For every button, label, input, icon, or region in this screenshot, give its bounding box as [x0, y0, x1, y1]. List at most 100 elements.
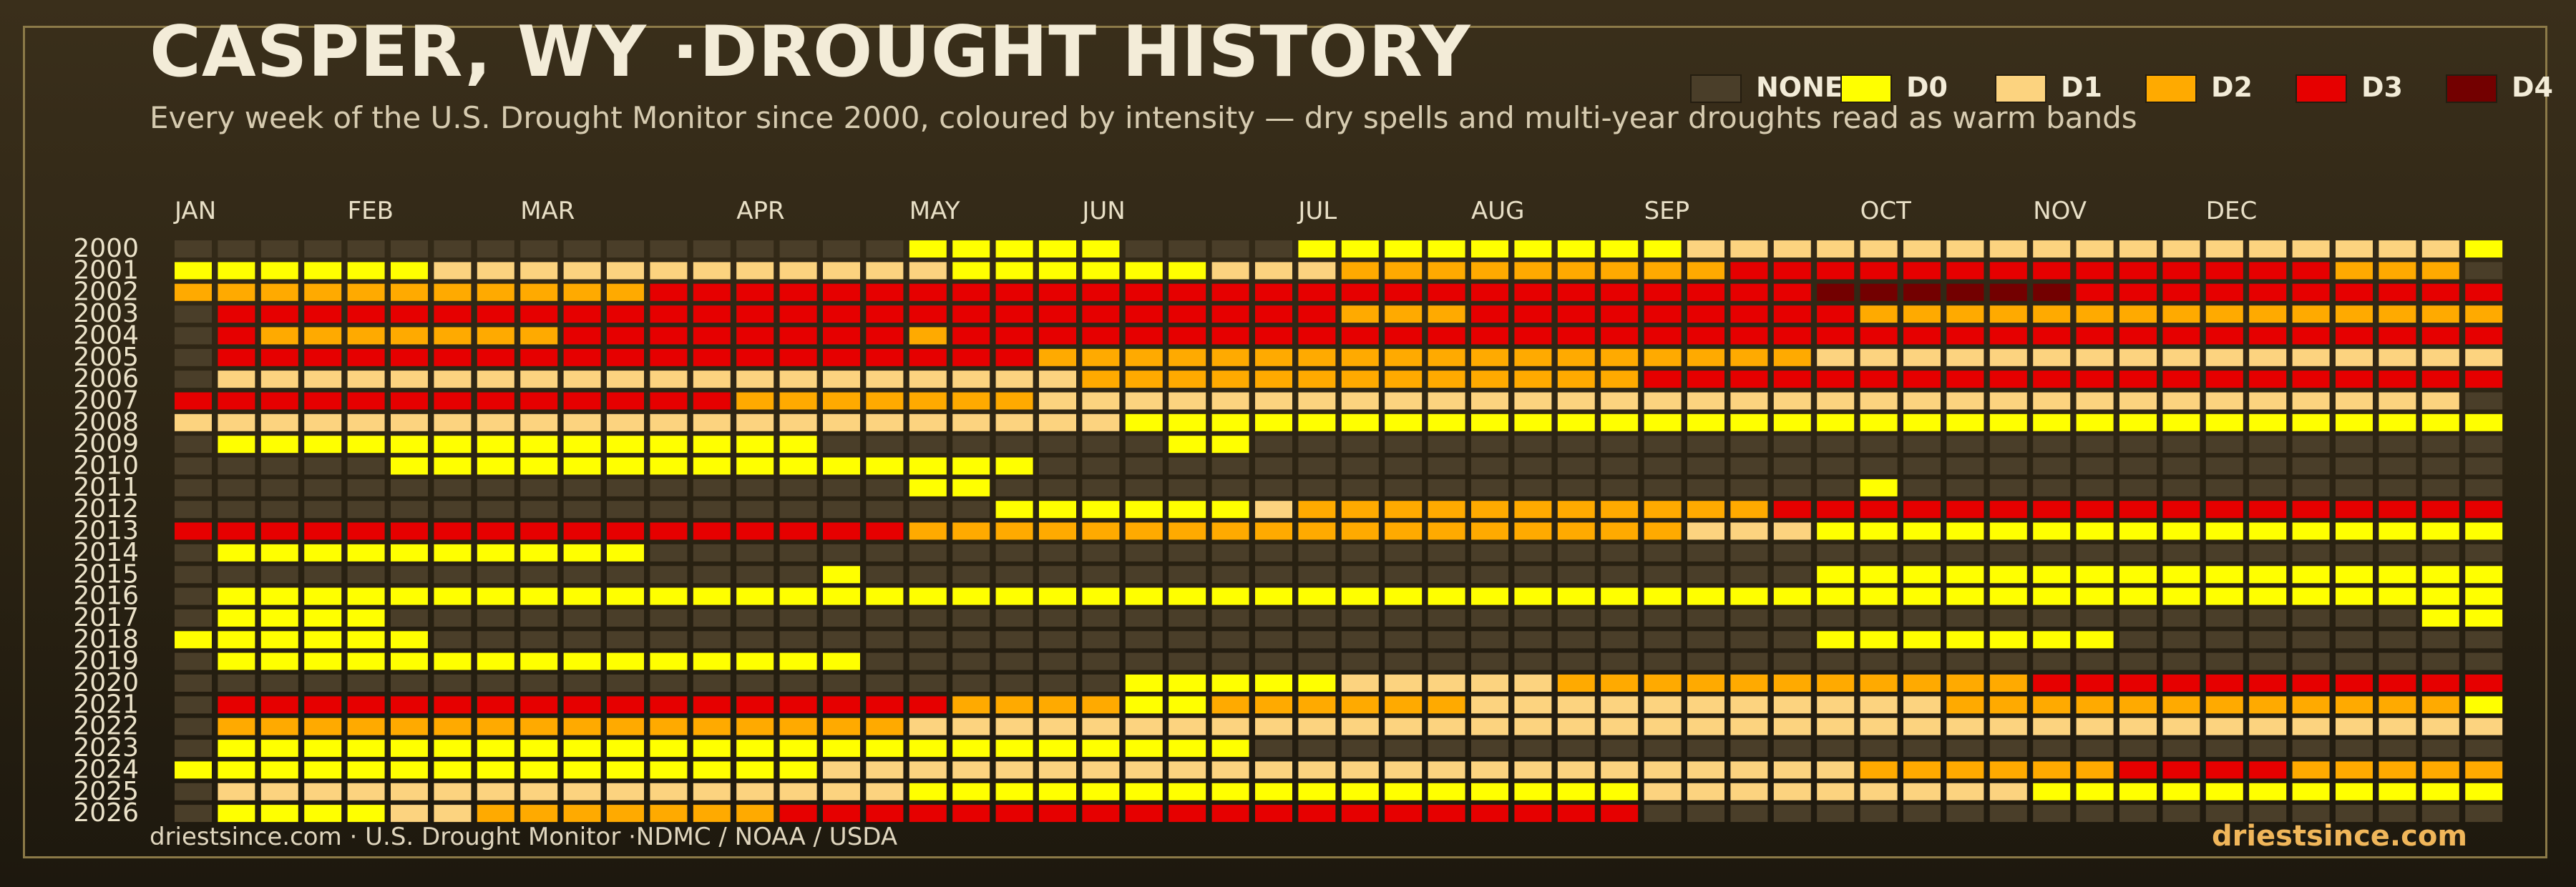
- week-cell: [779, 675, 817, 692]
- week-cell: [650, 631, 688, 649]
- week-cell: [693, 262, 731, 280]
- week-cell: [520, 262, 558, 280]
- legend-label: NONE: [1756, 72, 1843, 103]
- week-cell: [347, 240, 385, 258]
- week-cell: [866, 522, 904, 540]
- week-cell: [1687, 717, 1724, 735]
- week-cell: [1903, 587, 1941, 605]
- week-cell: [1169, 327, 1206, 345]
- week-cell: [866, 675, 904, 692]
- week-cell: [1817, 717, 1855, 735]
- week-cell: [2033, 805, 2071, 823]
- week-cell: [1946, 609, 1984, 627]
- week-cell: [563, 327, 601, 345]
- week-cell: [1082, 348, 1120, 366]
- month-label: JUL: [1297, 197, 1337, 225]
- week-cell: [1211, 544, 1249, 562]
- week-cell: [1255, 240, 1292, 258]
- brand-link[interactable]: driestsince.com: [2211, 820, 2467, 853]
- week-cell: [693, 675, 731, 692]
- week-cell: [520, 327, 558, 345]
- week-cell: [2033, 609, 2071, 627]
- week-cell: [1860, 371, 1898, 388]
- week-cell: [693, 371, 731, 388]
- week-cell: [520, 544, 558, 562]
- week-cell: [1211, 522, 1249, 540]
- week-cell: [2033, 522, 2071, 540]
- week-cell: [563, 675, 601, 692]
- week-cell: [347, 675, 385, 692]
- week-cell: [218, 262, 255, 280]
- week-cell: [650, 587, 688, 605]
- week-cell: [1601, 479, 1639, 496]
- legend-swatch: [1840, 74, 1892, 103]
- week-cell: [779, 805, 817, 823]
- week-cell: [2162, 587, 2200, 605]
- week-cell: [2076, 587, 2114, 605]
- week-cell: [218, 457, 255, 475]
- week-cell: [218, 240, 255, 258]
- week-cell: [1730, 696, 1768, 714]
- week-cell: [1946, 436, 1984, 454]
- week-cell: [477, 413, 514, 431]
- week-cell: [2119, 327, 2157, 345]
- week-cell: [2076, 696, 2114, 714]
- week-cell: [1557, 348, 1595, 366]
- week-cell: [1298, 761, 1336, 779]
- week-cell: [1989, 631, 2027, 649]
- week-cell: [1082, 783, 1120, 800]
- week-cell: [607, 566, 644, 584]
- year-label: 2006: [73, 364, 139, 393]
- week-cell: [1039, 675, 1076, 692]
- week-cell: [1082, 240, 1120, 258]
- week-cell: [1687, 283, 1724, 301]
- week-cell: [347, 392, 385, 410]
- week-cell: [434, 262, 472, 280]
- week-cell: [1989, 696, 2027, 714]
- week-cell: [2421, 283, 2459, 301]
- week-cell: [736, 501, 774, 519]
- week-cell: [1385, 457, 1423, 475]
- week-cell: [391, 501, 428, 519]
- week-cell: [1039, 240, 1076, 258]
- week-cell: [1125, 371, 1163, 388]
- week-cell: [607, 436, 644, 454]
- week-cell: [2205, 544, 2243, 562]
- week-cell: [434, 652, 472, 670]
- week-cell: [736, 631, 774, 649]
- week-cell: [1773, 240, 1811, 258]
- week-cell: [2162, 283, 2200, 301]
- week-cell: [2465, 240, 2503, 258]
- week-cell: [2465, 587, 2503, 605]
- week-cell: [260, 696, 298, 714]
- week-cell: [736, 566, 774, 584]
- week-cell: [952, 783, 990, 800]
- week-cell: [1428, 522, 1465, 540]
- week-cell: [1341, 392, 1379, 410]
- week-cell: [1860, 740, 1898, 758]
- week-cell: [1385, 240, 1423, 258]
- week-cell: [2379, 631, 2416, 649]
- week-cell: [952, 544, 990, 562]
- week-cell: [2421, 609, 2459, 627]
- week-cell: [2379, 392, 2416, 410]
- week-cell: [1903, 501, 1941, 519]
- week-cell: [607, 501, 644, 519]
- week-cell: [952, 305, 990, 323]
- week-cell: [1989, 805, 2027, 823]
- week-cell: [952, 327, 990, 345]
- week-cell: [477, 283, 514, 301]
- week-cell: [823, 696, 860, 714]
- week-cell: [909, 457, 947, 475]
- year-label: 2007: [73, 386, 139, 415]
- week-cell: [2292, 305, 2330, 323]
- week-cell: [1125, 566, 1163, 584]
- week-cell: [2162, 305, 2200, 323]
- week-cell: [347, 501, 385, 519]
- week-cell: [2336, 371, 2373, 388]
- week-cell: [2336, 413, 2373, 431]
- week-cell: [1125, 413, 1163, 431]
- week-cell: [1082, 587, 1120, 605]
- week-cell: [909, 631, 947, 649]
- year-label: 2025: [73, 777, 139, 806]
